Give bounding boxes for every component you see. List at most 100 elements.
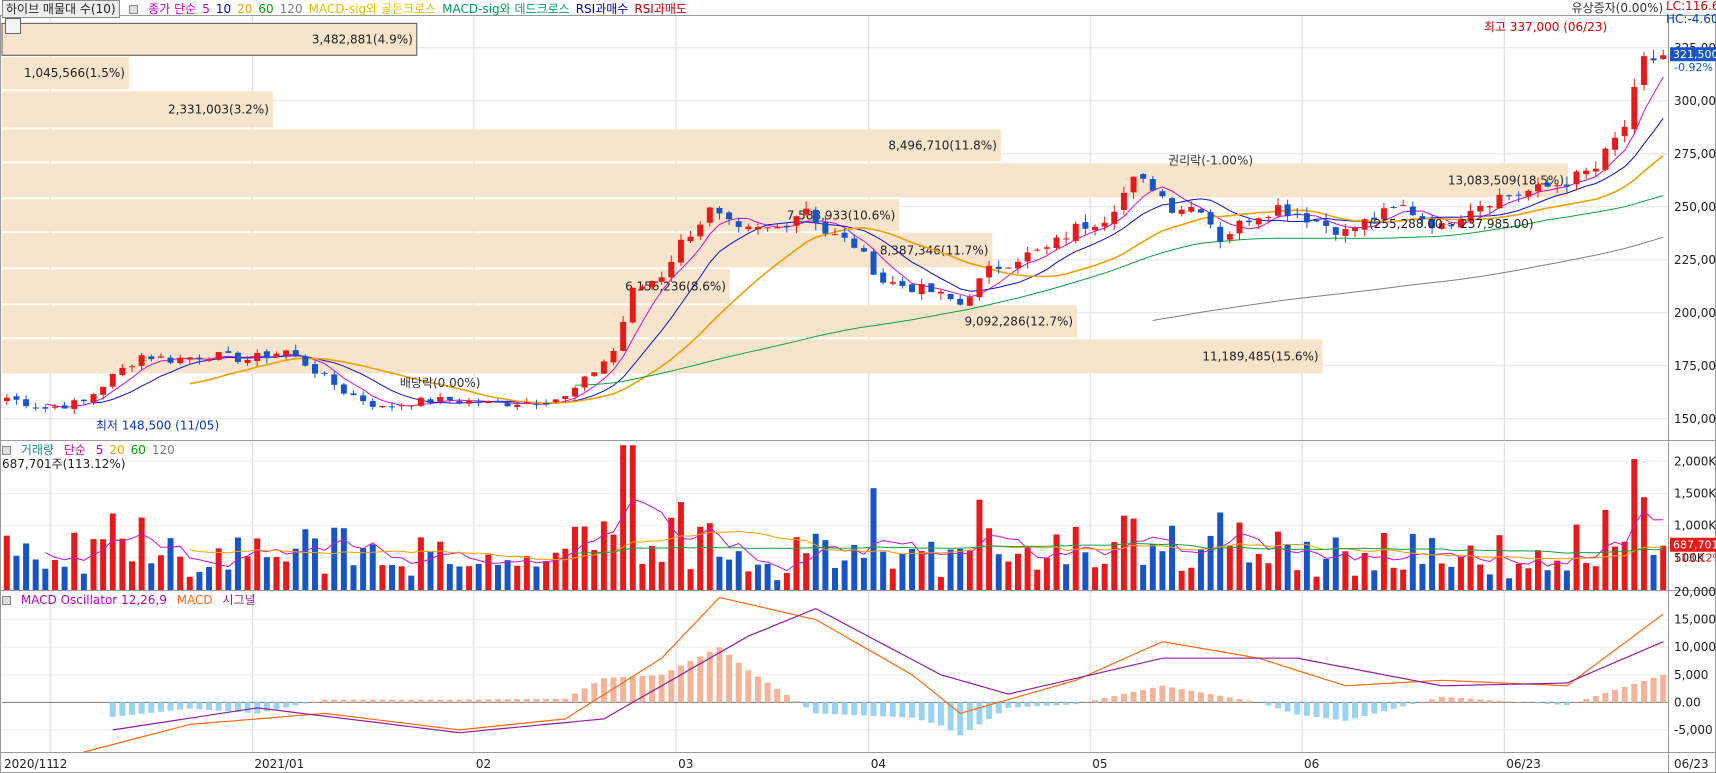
macd-oscillator-bar — [957, 702, 964, 736]
volume-bar — [369, 544, 376, 590]
volume-bar — [649, 545, 656, 590]
candle-body — [283, 350, 290, 355]
candle-body — [976, 278, 983, 298]
volume-profile-label: 6,156,236(8.6%) — [625, 279, 726, 293]
volume-bar — [562, 548, 569, 590]
volume-bar — [389, 565, 396, 590]
macd-oscillator-bar — [668, 670, 675, 703]
candle-body — [1246, 220, 1253, 223]
legend-item-7[interactable]: MACD-sig와 데드크로스 — [442, 2, 570, 16]
candle-body — [1140, 174, 1147, 179]
volume-bar — [90, 539, 97, 590]
candle-body — [1101, 222, 1108, 227]
candle-body — [1438, 223, 1445, 229]
candle-body — [244, 359, 251, 363]
candle-body — [1429, 218, 1436, 229]
candle-body — [475, 401, 482, 404]
chart-frame — [0, 15, 1716, 773]
volume-bar — [514, 565, 521, 590]
ma60-line — [574, 195, 1664, 386]
volume-bar — [360, 547, 367, 590]
volume-bar — [1072, 526, 1079, 590]
macd-oscillator-bar — [206, 702, 213, 710]
volume-bar — [302, 529, 309, 590]
legend-item-5[interactable]: 120 — [279, 2, 303, 16]
macd-oscillator-bar — [620, 676, 627, 703]
volume-profile-bar — [1, 22, 418, 56]
macd-oscillator-bar — [1496, 700, 1503, 703]
legend-item-1[interactable]: 5 — [202, 2, 210, 16]
volume-profile-bar — [2, 199, 900, 232]
candle-body — [186, 357, 193, 360]
volume-bar — [1352, 575, 1359, 590]
candle-body — [649, 280, 656, 288]
macd-oscillator-bar — [1332, 702, 1339, 720]
candle-body — [196, 357, 203, 360]
candle-body — [822, 222, 829, 234]
macd-oscillator-bar — [1467, 698, 1474, 703]
volume-title: 거래량 — [20, 443, 54, 457]
volume-bar — [957, 548, 964, 590]
candle-body — [1660, 55, 1667, 59]
volume-legend: 거래량 단순 5 20 60 120 — [2, 442, 187, 458]
candle-body — [677, 239, 684, 263]
candle-body — [928, 283, 935, 293]
macd-oscillator-bar — [851, 702, 858, 716]
candle-body — [1371, 217, 1378, 220]
candle-body — [80, 399, 87, 402]
volume-bar — [1092, 567, 1098, 590]
volume-bar — [1130, 518, 1137, 590]
candle-body — [206, 359, 213, 361]
volume-bar — [100, 539, 107, 590]
volume-bar — [321, 573, 328, 590]
candle-body — [389, 406, 396, 408]
volume-bar — [1563, 570, 1570, 590]
volume-bar — [1043, 557, 1050, 590]
candle-body — [456, 401, 463, 403]
volume-bar — [1014, 553, 1021, 590]
legend-item-3[interactable]: 20 — [237, 2, 253, 16]
macd-oscillator-bar — [649, 675, 656, 703]
macd-oscillator-bar — [1207, 694, 1214, 703]
settings-grid-icon[interactable] — [5, 18, 21, 34]
legend-item-0[interactable]: 종가 단순 — [148, 2, 197, 16]
candle-body — [1294, 213, 1301, 216]
volume-ma-label: 단순 — [63, 443, 86, 457]
macd-oscillator-bar — [1352, 702, 1359, 719]
macd-oscillator-bar — [1400, 702, 1407, 707]
macd-oscillator-bar — [1149, 687, 1156, 703]
macd-oscillator-bar — [726, 654, 733, 703]
volume-bar — [273, 556, 280, 590]
volume-bar — [61, 566, 68, 590]
macd-oscillator-bar — [1024, 702, 1031, 707]
indicator-button[interactable]: 하이브 매물대 수(10) — [2, 0, 120, 18]
candle-body — [523, 402, 530, 404]
legend-items: 종가 단순 5 10 20 60 120 MACD-sig와 골든크로스 MACD-sig와 … — [148, 2, 693, 16]
volume-bar — [1197, 549, 1204, 590]
macd-oscillator-bar — [283, 702, 290, 708]
macd-title: MACD — [176, 593, 213, 607]
legend-item-4[interactable]: 60 — [258, 2, 274, 16]
macd-oscillator-bar — [860, 702, 867, 716]
legend-item-9[interactable]: RSI과매도 — [634, 2, 687, 16]
volume-bar — [1371, 570, 1378, 590]
candle-body — [1005, 267, 1012, 269]
candle-body — [129, 366, 135, 368]
legend-item-2[interactable]: 10 — [215, 2, 232, 16]
macd-oscillator-bar — [446, 699, 453, 703]
volume-bar — [1024, 547, 1031, 590]
candle-body — [1014, 261, 1021, 269]
candle-body — [1111, 211, 1118, 224]
legend-item-8[interactable]: RSI과매수 — [575, 2, 629, 16]
hc-label: HC:-4.60 — [1666, 12, 1716, 26]
candle-body — [119, 367, 126, 376]
volume-bar — [620, 445, 627, 590]
x-tick-label: 06/23 — [1506, 757, 1541, 771]
legend-item-6[interactable]: MACD-sig와 골든크로스 — [308, 2, 437, 16]
macd-oscillator-bar — [1014, 702, 1021, 708]
candle-body — [966, 297, 973, 306]
macd-oscillator-bar — [148, 702, 155, 713]
volume-bar — [706, 523, 713, 590]
volume-bar — [1457, 556, 1464, 590]
macd-oscillator-bar — [1429, 699, 1436, 703]
